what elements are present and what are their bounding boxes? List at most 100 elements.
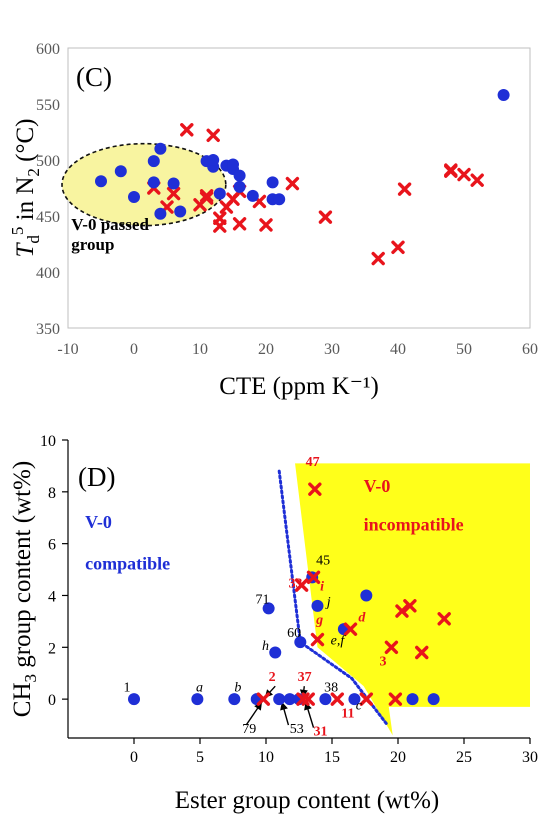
circle-point	[266, 176, 279, 189]
cross-stroke	[180, 123, 194, 137]
cross-point	[232, 217, 247, 231]
x-tick-label: 20	[258, 341, 274, 358]
cross-stroke	[330, 692, 344, 706]
y-axis-label: CH3 group content (wt%)	[9, 461, 40, 717]
y-label-part: 3	[21, 674, 40, 683]
circle-point	[228, 693, 241, 706]
point-label: h	[262, 639, 269, 654]
cross-stroke	[199, 191, 214, 205]
circle-point	[233, 180, 246, 193]
panel-label: (D)	[78, 462, 115, 492]
y-label-part: CH	[9, 682, 36, 717]
x-tick-label: 0	[130, 749, 138, 766]
circle-point	[294, 636, 307, 649]
cross-point	[310, 632, 325, 647]
y-label-part: T	[12, 241, 39, 257]
circle-point	[273, 193, 286, 206]
circle-point	[283, 693, 296, 706]
x-axis-label: Ester group content (wt%)	[175, 787, 440, 814]
x-tick-label: 40	[390, 341, 406, 358]
circle-point	[311, 599, 324, 612]
region-label-compatible: V-0	[85, 512, 112, 532]
cross-point	[180, 123, 194, 137]
cross-point	[256, 692, 271, 706]
y-label-part: d	[24, 235, 43, 244]
region-label-incompatible: incompatible	[364, 515, 464, 535]
cross-point	[199, 191, 214, 205]
cross-point	[330, 692, 344, 706]
v0-passed-region	[61, 142, 227, 227]
cross-point	[397, 182, 412, 196]
x-tick-label: 30	[324, 341, 340, 358]
x-tick-label: 5	[196, 749, 204, 766]
cross-stroke	[444, 164, 458, 178]
cross-stroke	[166, 186, 181, 201]
cross-point	[470, 173, 484, 187]
cross-stroke	[206, 128, 220, 143]
circle-point	[246, 189, 259, 202]
cross-point	[213, 219, 227, 233]
circle-point	[114, 165, 127, 178]
point-label: e,f	[331, 634, 347, 649]
y-tick-label: 400	[36, 265, 60, 282]
circle-point	[128, 190, 140, 203]
point-label: 45	[316, 553, 330, 568]
cross-stroke	[259, 218, 273, 232]
cross-stroke	[294, 578, 309, 592]
cross-stroke	[232, 217, 247, 231]
cross-stroke	[470, 173, 484, 187]
cross-stroke	[388, 692, 403, 706]
circle-point	[319, 693, 332, 706]
circle-point	[167, 177, 180, 190]
cross-point	[318, 210, 333, 224]
cross-point	[391, 240, 405, 255]
circle-point	[273, 693, 286, 706]
circle-point	[427, 693, 440, 706]
circle-point	[406, 693, 419, 706]
cross-point	[403, 599, 417, 613]
x-tick-label: 20	[390, 749, 406, 766]
point-label: b	[234, 680, 241, 695]
x-tick-label: 0	[130, 341, 138, 358]
cross-stroke	[384, 640, 399, 655]
x-axis-label: CTE (ppm K⁻¹)	[219, 373, 379, 400]
x-tick-label: 25	[456, 749, 472, 766]
cross-stroke	[310, 632, 325, 647]
cross-stroke	[391, 240, 405, 255]
y-tick-label: 2	[48, 640, 56, 657]
y-tick-label: 10	[40, 433, 56, 450]
y-label-part: 5	[8, 227, 27, 236]
cross-point	[359, 692, 374, 706]
point-label-red: g	[315, 613, 323, 628]
point-label: 71	[255, 592, 269, 607]
y-tick-label: 0	[48, 692, 56, 709]
cross-point	[306, 570, 321, 585]
cross-point	[388, 692, 403, 706]
cross-point	[294, 578, 309, 592]
x-tick-label: 10	[192, 341, 208, 358]
cross-stroke	[371, 251, 385, 266]
cross-stroke	[301, 692, 315, 706]
circle-point	[213, 187, 226, 200]
cross-stroke	[213, 219, 227, 233]
x-tick-label: 30	[522, 749, 538, 766]
circle-point	[147, 155, 160, 168]
circle-point	[227, 158, 239, 171]
y-label-part: (°C)	[12, 119, 39, 169]
point-label-red: i	[320, 579, 324, 594]
y-tick-label: 600	[36, 41, 60, 58]
cross-stroke	[397, 182, 412, 196]
point-label-red: 3	[380, 654, 387, 669]
incompatible-region	[295, 463, 530, 736]
cross-point	[457, 167, 471, 182]
circle-point	[95, 175, 107, 188]
circle-point	[154, 142, 167, 155]
cross-point	[301, 692, 315, 706]
circle-point	[233, 169, 246, 182]
cross-stroke	[343, 622, 358, 636]
point-label-red: 31	[314, 724, 328, 739]
circle-point	[269, 646, 282, 659]
point-label-red: 11	[341, 706, 354, 721]
cross-stroke	[437, 612, 451, 626]
